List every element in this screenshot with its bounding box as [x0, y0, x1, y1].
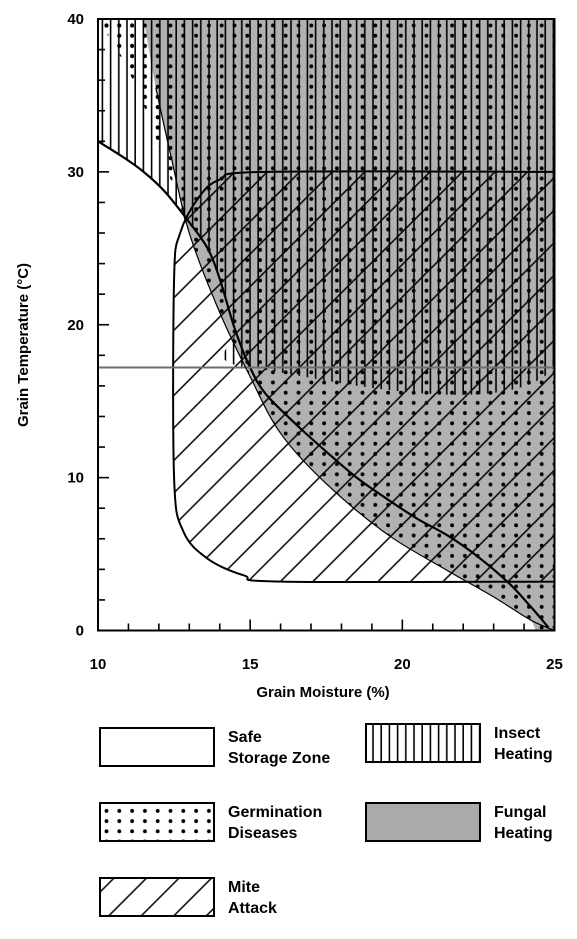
legend-item-insect-heating: Insect Heating [365, 723, 553, 763]
legend-item-safe-storage-zone: Safe Storage Zone [99, 727, 330, 767]
region-germination-diseases-overlay [98, 19, 555, 631]
legend: Safe Storage Zone Insect Heating Germination… [99, 723, 553, 917]
y-tick-label: 0 [76, 623, 84, 640]
legend-swatch [99, 727, 215, 767]
x-tick-label: 10 [90, 656, 107, 673]
y-tick-label: 10 [67, 470, 84, 487]
legend-swatch [365, 802, 481, 842]
legend-label-line2: Diseases [228, 825, 297, 842]
plot-area [97, 18, 556, 632]
legend-label-line1: Mite [228, 879, 260, 896]
x-tick-label: 15 [242, 656, 259, 673]
legend-item-mite-attack: Mite Attack [99, 877, 277, 917]
fungal-heating-boundary [155, 87, 555, 631]
x-tick-label: 25 [546, 656, 563, 673]
x-axis-label: Grain Moisture (%) [256, 684, 389, 701]
legend-label-line1: Germination [228, 804, 322, 821]
axis-ticks [97, 18, 556, 632]
y-axis-label: Grain Temperature (°C) [15, 263, 32, 427]
legend-label-line2: Storage Zone [228, 750, 330, 767]
legend-label-line1: Fungal [494, 804, 546, 821]
legend-label-line2: Attack [228, 900, 277, 917]
insect-heating-boundary [98, 140, 550, 629]
x-axis: Grain Moisture (%) 10 15 20 25 [90, 656, 563, 701]
legend-item-germination-diseases: Germination Diseases [99, 802, 322, 842]
legend-label-line1: Insect [494, 725, 541, 742]
legend-label-line2: Heating [494, 746, 553, 763]
y-tick-label: 20 [67, 317, 84, 334]
legend-label-line2: Heating [494, 825, 553, 842]
legend-swatch [99, 877, 215, 917]
legend-swatch [99, 802, 215, 842]
legend-swatch [365, 723, 481, 763]
legend-item-fungal-heating: Fungal Heating [365, 802, 553, 842]
y-axis: Grain Temperature (°C) 0 10 20 30 40 [15, 11, 84, 640]
legend-label-line1: Safe [228, 729, 262, 746]
x-tick-label: 20 [394, 656, 411, 673]
y-tick-label: 40 [67, 11, 84, 28]
y-tick-label: 30 [67, 164, 84, 181]
